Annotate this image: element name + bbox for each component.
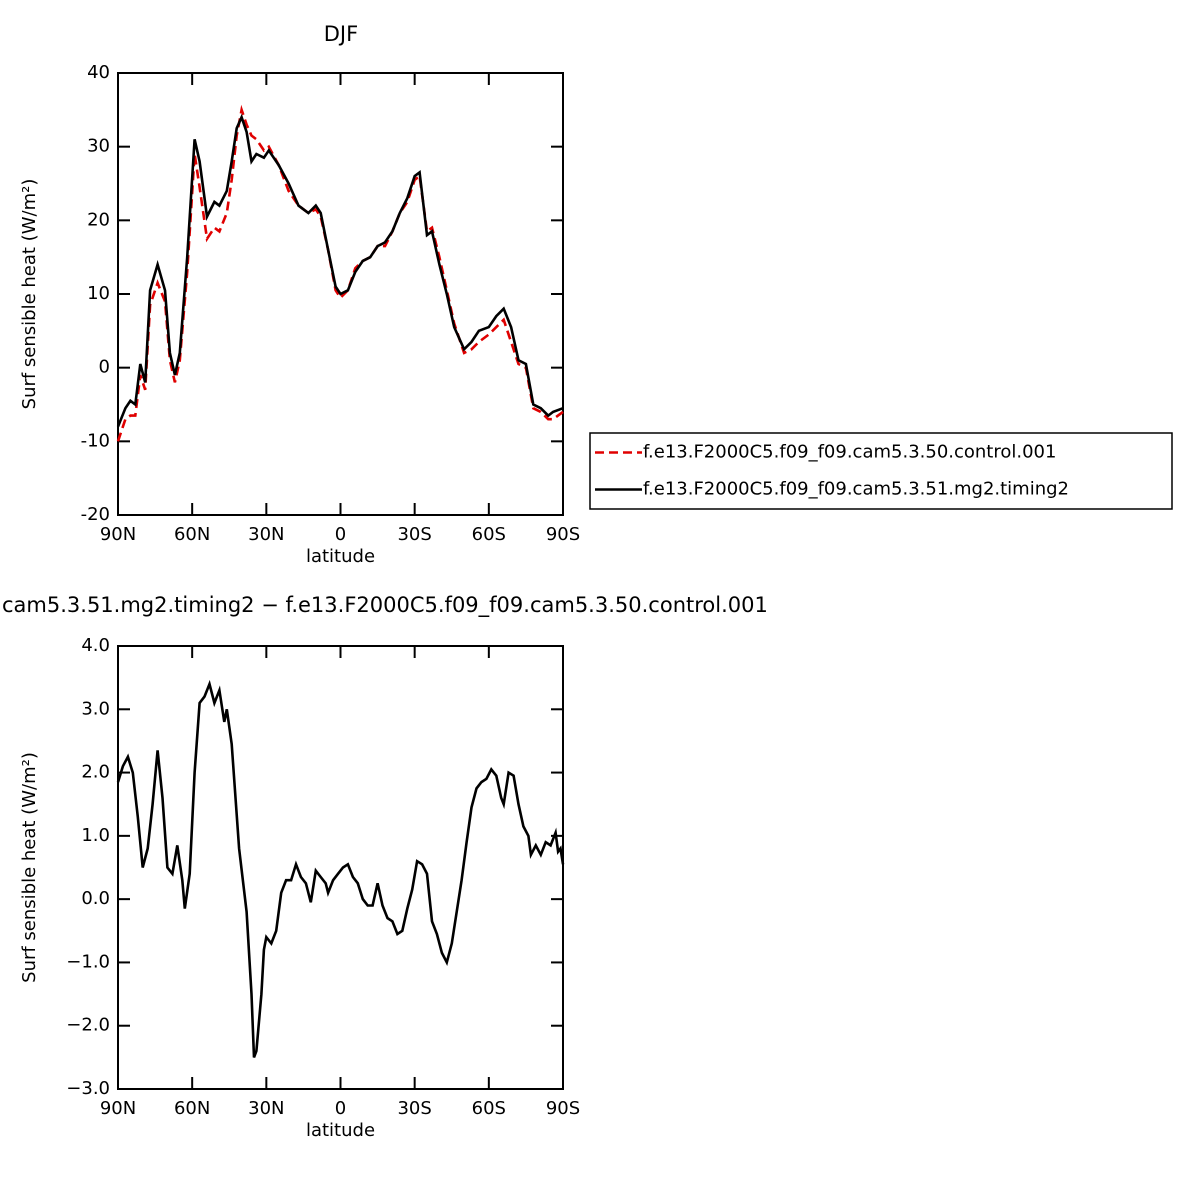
y-tick-label: 0: [99, 357, 110, 378]
x-tick-label: 60S: [472, 524, 506, 545]
x-tick-label: 90S: [546, 1098, 580, 1119]
y-tick-label: 4.0: [81, 635, 110, 656]
x-tick-label: 30S: [397, 524, 431, 545]
y-tick-label: 3.0: [81, 698, 110, 719]
legend-label: f.e13.F2000C5.f09_f09.cam5.3.51.mg2.timi…: [643, 479, 1069, 500]
x-tick-label: 30N: [248, 1098, 284, 1119]
y-tick-label: −1.0: [66, 951, 110, 972]
x-axis-label: latitude: [306, 546, 375, 567]
y-tick-label: -20: [81, 504, 110, 525]
y-tick-label: 40: [87, 62, 110, 83]
x-tick-label: 30N: [248, 524, 284, 545]
x-tick-label: 60N: [174, 524, 210, 545]
x-tick-label: 90N: [100, 1098, 136, 1119]
x-tick-label: 60N: [174, 1098, 210, 1119]
y-tick-label: 20: [87, 209, 110, 230]
data-line: [116, 113, 564, 428]
legend-label: f.e13.F2000C5.f09_f09.cam5.3.50.control.…: [643, 442, 1056, 463]
x-axis-label: latitude: [306, 1120, 375, 1141]
y-axis-label: Surf sensible heat (W/m²): [19, 179, 40, 410]
x-tick-label: 60S: [472, 1098, 506, 1119]
x-tick-label: 90S: [546, 524, 580, 545]
y-tick-label: 30: [87, 136, 110, 157]
y-tick-label: 10: [87, 283, 110, 304]
y-tick-label: -10: [81, 430, 110, 451]
x-tick-label: 30S: [397, 1098, 431, 1119]
y-tick-label: 1.0: [81, 825, 110, 846]
y-tick-label: −3.0: [66, 1078, 110, 1099]
y-axis-label: Surf sensible heat (W/m²): [19, 752, 40, 983]
chart-title: DJF: [324, 22, 358, 46]
x-tick-label: 0: [335, 1098, 346, 1119]
legend-box: [589, 432, 1173, 510]
y-tick-label: 2.0: [81, 762, 110, 783]
y-tick-label: 0.0: [81, 888, 110, 909]
y-tick-label: −2.0: [66, 1015, 110, 1036]
plot-frame: [117, 645, 564, 1090]
chart-title: cam5.3.51.mg2.timing2 − f.e13.F2000C5.f0…: [2, 593, 768, 618]
x-tick-label: 90N: [100, 524, 136, 545]
x-tick-label: 0: [335, 524, 346, 545]
data-line: [116, 679, 565, 1058]
